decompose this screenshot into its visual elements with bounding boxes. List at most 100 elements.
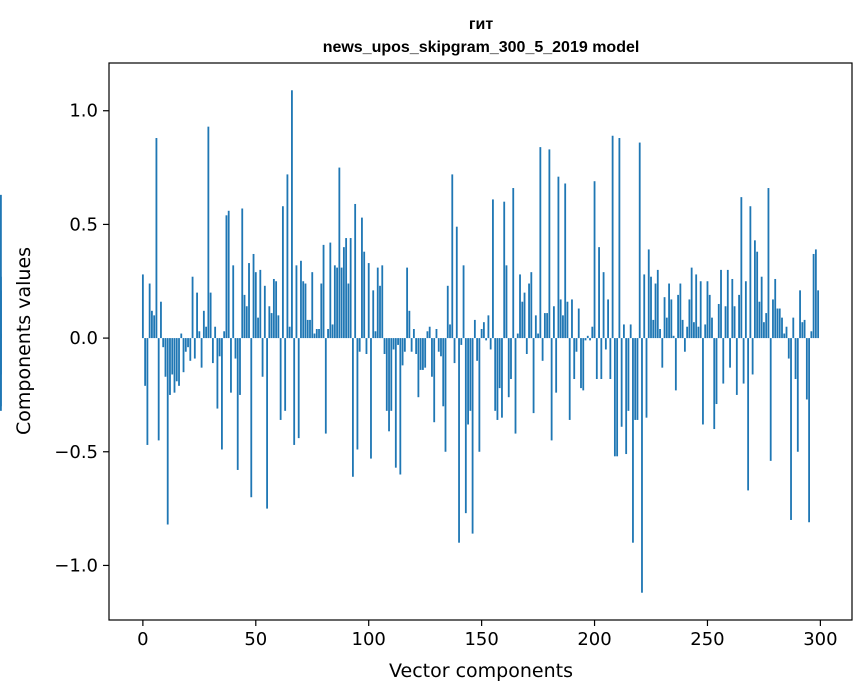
bar-238 bbox=[679, 283, 682, 339]
x-tick-label: 250 bbox=[690, 629, 724, 650]
bar-256 bbox=[720, 269, 722, 339]
bar-188 bbox=[566, 301, 569, 339]
x-axis-label: Vector components bbox=[389, 660, 573, 682]
bar-287 bbox=[790, 338, 792, 520]
x-tick-label: 100 bbox=[352, 629, 386, 650]
bar-44 bbox=[241, 208, 244, 339]
bar-39 bbox=[230, 338, 232, 393]
bar-249 bbox=[704, 324, 707, 339]
bar-9 bbox=[162, 338, 165, 348]
bar-168 bbox=[521, 301, 524, 339]
bar-120 bbox=[412, 329, 415, 339]
bar-254 bbox=[715, 338, 718, 405]
y-tick-label: −0.5 bbox=[54, 442, 98, 463]
bar-50 bbox=[254, 272, 257, 339]
bar-286 bbox=[787, 338, 790, 359]
bar-64 bbox=[286, 174, 289, 339]
bar-49 bbox=[252, 253, 255, 339]
bar-37 bbox=[225, 215, 228, 339]
bar-108 bbox=[385, 338, 388, 411]
y-tick-label: −1.0 bbox=[54, 555, 98, 576]
bar-10 bbox=[164, 338, 167, 377]
bar-25 bbox=[198, 331, 201, 339]
bar-123 bbox=[419, 338, 422, 370]
bar-33 bbox=[216, 338, 219, 409]
bar-187 bbox=[564, 183, 567, 339]
bar-30 bbox=[209, 292, 212, 339]
bar-222 bbox=[643, 274, 646, 339]
bar-52 bbox=[259, 269, 262, 339]
bar-169 bbox=[523, 292, 526, 339]
bar-251 bbox=[708, 294, 711, 339]
bar-258 bbox=[724, 306, 727, 339]
bar-237 bbox=[677, 294, 680, 339]
bar-200 bbox=[593, 181, 596, 339]
bar-98 bbox=[363, 251, 366, 339]
bar-195 bbox=[582, 338, 585, 391]
bar-170 bbox=[525, 338, 528, 354]
bar-146 bbox=[471, 338, 474, 534]
bar-163 bbox=[510, 338, 512, 380]
x-tick-label: 150 bbox=[464, 629, 498, 650]
bar-166 bbox=[516, 333, 519, 339]
bar-139 bbox=[455, 226, 458, 339]
bar-80 bbox=[322, 244, 325, 339]
bar-18 bbox=[182, 338, 185, 373]
bar-91 bbox=[347, 283, 350, 339]
bar-series bbox=[0, 90, 820, 593]
bar-95 bbox=[356, 338, 359, 450]
bar-77 bbox=[315, 329, 318, 339]
bar-104 bbox=[376, 267, 379, 339]
bar-56 bbox=[268, 306, 271, 339]
bar-3 bbox=[148, 283, 151, 339]
bar-144 bbox=[467, 338, 469, 425]
y-axis-label: Components values bbox=[13, 247, 35, 435]
bar-29 bbox=[207, 126, 210, 339]
bar-27 bbox=[202, 310, 205, 339]
bar-116 bbox=[403, 338, 406, 352]
bar-199 bbox=[591, 326, 594, 339]
bar-171 bbox=[528, 283, 530, 339]
bar-206 bbox=[607, 299, 609, 339]
bar-68 bbox=[295, 265, 298, 339]
bar-89 bbox=[342, 247, 345, 339]
x-tick-label: 200 bbox=[577, 629, 611, 650]
bar-183 bbox=[555, 338, 558, 393]
bar-245 bbox=[695, 274, 698, 339]
bar-114 bbox=[399, 338, 402, 475]
bar-20 bbox=[187, 338, 189, 348]
bar-162 bbox=[507, 338, 510, 398]
bar-248 bbox=[702, 338, 704, 425]
bar-147 bbox=[473, 319, 476, 339]
bar-137 bbox=[451, 174, 454, 339]
bar-194 bbox=[580, 338, 582, 389]
bar-224 bbox=[647, 249, 650, 339]
bar-145 bbox=[469, 338, 472, 411]
bar-35 bbox=[221, 338, 223, 450]
bar-244 bbox=[693, 322, 695, 339]
y-tick-label: 1.0 bbox=[69, 101, 98, 122]
bar-54 bbox=[263, 285, 266, 339]
bar-275 bbox=[763, 322, 765, 339]
bar-264 bbox=[738, 294, 740, 339]
bar-278 bbox=[769, 338, 772, 461]
bar-71 bbox=[302, 281, 305, 339]
bar-196 bbox=[584, 338, 587, 341]
bar-22 bbox=[191, 276, 194, 339]
bar-13 bbox=[171, 338, 174, 375]
bar-156 bbox=[494, 338, 497, 411]
bar-289 bbox=[794, 338, 797, 380]
bar-208 bbox=[611, 135, 614, 339]
bar-291 bbox=[799, 290, 801, 339]
bar-219 bbox=[636, 338, 639, 420]
bar-59 bbox=[275, 281, 278, 339]
bar-126 bbox=[426, 331, 429, 339]
bar-189 bbox=[568, 338, 571, 420]
bar-181 bbox=[550, 338, 553, 441]
bar-67 bbox=[293, 338, 296, 445]
bar-159 bbox=[501, 338, 503, 418]
bar-229 bbox=[659, 329, 661, 339]
bar-299 bbox=[817, 290, 820, 339]
bar-135 bbox=[446, 285, 449, 339]
bar-242 bbox=[688, 299, 691, 339]
